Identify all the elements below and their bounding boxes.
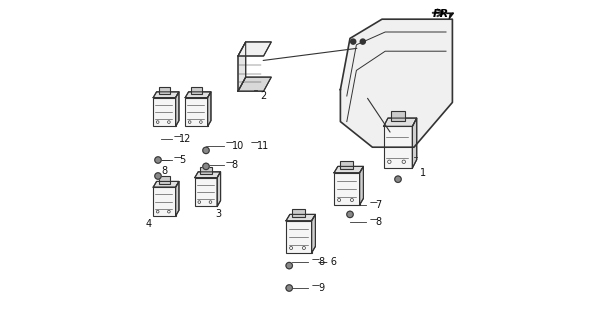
Circle shape: [203, 147, 209, 154]
FancyBboxPatch shape: [159, 176, 170, 184]
FancyBboxPatch shape: [201, 167, 211, 174]
Text: 7: 7: [376, 200, 382, 210]
Text: 8: 8: [376, 217, 382, 228]
Text: 2: 2: [260, 91, 266, 101]
Text: —: —: [251, 139, 259, 148]
Text: —: —: [225, 139, 233, 148]
Text: —: —: [312, 255, 320, 264]
Polygon shape: [341, 19, 452, 147]
Circle shape: [360, 39, 365, 44]
Polygon shape: [413, 118, 417, 168]
Text: 8: 8: [231, 160, 238, 170]
FancyBboxPatch shape: [334, 173, 359, 205]
Text: 8: 8: [161, 166, 167, 176]
Text: —: —: [312, 281, 320, 290]
Polygon shape: [185, 92, 211, 98]
Polygon shape: [384, 118, 417, 126]
Text: 12: 12: [179, 134, 191, 144]
Text: FR.: FR.: [433, 9, 454, 20]
Circle shape: [155, 173, 161, 179]
Polygon shape: [195, 172, 220, 178]
Circle shape: [203, 163, 209, 170]
FancyBboxPatch shape: [292, 209, 305, 217]
Text: 11: 11: [257, 140, 269, 151]
FancyBboxPatch shape: [185, 98, 208, 126]
Text: —: —: [369, 198, 377, 207]
Polygon shape: [217, 172, 220, 206]
Polygon shape: [312, 214, 315, 253]
Polygon shape: [153, 92, 179, 98]
Polygon shape: [334, 166, 364, 173]
Circle shape: [286, 285, 292, 291]
Polygon shape: [176, 181, 179, 216]
Circle shape: [286, 262, 292, 269]
FancyBboxPatch shape: [159, 87, 170, 94]
Circle shape: [155, 157, 161, 163]
Polygon shape: [359, 166, 364, 205]
Text: 5: 5: [179, 155, 185, 165]
Text: 10: 10: [231, 140, 244, 151]
FancyBboxPatch shape: [341, 161, 353, 169]
Text: 1: 1: [420, 168, 426, 178]
Polygon shape: [286, 214, 315, 221]
FancyBboxPatch shape: [153, 187, 176, 216]
Polygon shape: [238, 42, 246, 91]
Polygon shape: [176, 92, 179, 126]
FancyBboxPatch shape: [391, 111, 405, 121]
FancyBboxPatch shape: [191, 87, 202, 94]
Polygon shape: [153, 181, 179, 187]
FancyBboxPatch shape: [286, 221, 312, 253]
Text: 4: 4: [145, 219, 152, 229]
Text: —: —: [369, 215, 377, 224]
Text: 8: 8: [318, 257, 324, 268]
Circle shape: [351, 39, 356, 44]
Text: —: —: [225, 158, 233, 167]
Text: — 6: — 6: [318, 257, 337, 268]
Polygon shape: [208, 92, 211, 126]
Text: —: —: [174, 153, 182, 162]
Text: 9: 9: [318, 283, 324, 293]
Polygon shape: [238, 42, 271, 56]
Circle shape: [347, 211, 353, 218]
Circle shape: [395, 176, 401, 182]
FancyBboxPatch shape: [195, 178, 217, 206]
Text: 3: 3: [216, 209, 222, 220]
FancyBboxPatch shape: [384, 126, 413, 168]
FancyBboxPatch shape: [153, 98, 176, 126]
Text: —: —: [174, 132, 182, 141]
Polygon shape: [238, 77, 271, 91]
